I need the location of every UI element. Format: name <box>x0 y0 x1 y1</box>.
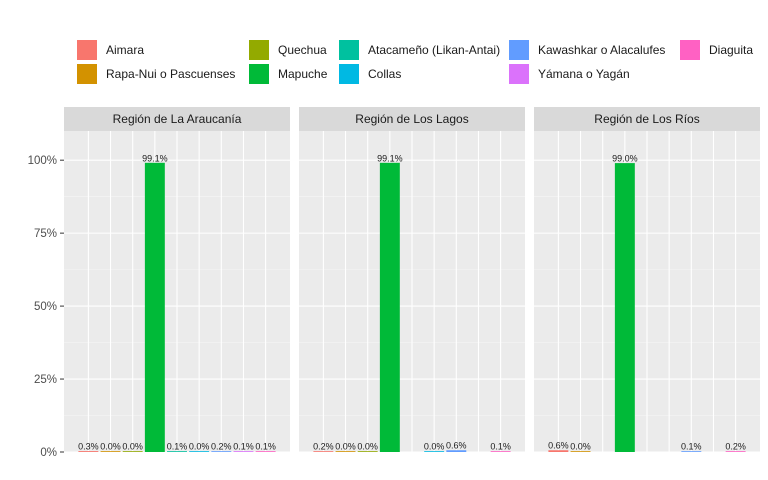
bar <box>357 451 378 452</box>
bar-label: 0.1% <box>167 442 188 452</box>
legend-key <box>680 40 700 60</box>
bar <box>144 162 165 453</box>
legend-key <box>77 40 97 60</box>
bar-label: 0.0% <box>189 442 210 452</box>
legend-key <box>509 40 529 60</box>
bar <box>725 451 746 452</box>
facet-title: Región de Los Ríos <box>594 112 699 126</box>
bar <box>211 451 232 452</box>
y-tick-label: 0% <box>40 447 57 459</box>
y-axis: 0% 25% 50% 75% 100% <box>28 155 64 459</box>
bar <box>446 450 467 452</box>
bar-label: 0.1% <box>233 442 254 452</box>
bar-label: 0.2% <box>725 442 746 452</box>
legend-label: Yámana o Yagán <box>538 67 630 81</box>
y-tick-label: 50% <box>34 301 57 313</box>
legend-key <box>249 40 269 60</box>
bar <box>379 162 400 453</box>
bar <box>335 451 356 452</box>
bar-label: 99.1% <box>377 153 403 163</box>
bar-label: 0.0% <box>570 442 591 452</box>
bar-label: 0.1% <box>490 442 511 452</box>
bar-label: 99.1% <box>142 153 168 163</box>
legend-key <box>339 40 359 60</box>
bar-label: 0.0% <box>424 442 445 452</box>
facet-strip <box>534 107 760 131</box>
bar <box>255 451 276 452</box>
legend-label: Collas <box>368 67 401 81</box>
legend-key <box>249 64 269 84</box>
bar-label: 0.6% <box>446 441 467 451</box>
legend-label: Quechua <box>278 43 327 57</box>
bar <box>233 451 254 452</box>
legend-label: Mapuche <box>278 67 328 81</box>
bar <box>570 451 591 452</box>
bar-label: 0.0% <box>100 442 121 452</box>
y-tick-label: 75% <box>34 228 57 240</box>
bar <box>78 451 99 452</box>
bar <box>100 451 121 452</box>
bar-label: 0.1% <box>255 442 276 452</box>
bar <box>614 163 635 452</box>
panel: Región de Los Ríos 0.6% 0.0% 99.0% 0.1% 0.2% <box>534 107 760 453</box>
y-tick-label: 25% <box>34 374 57 386</box>
bar-label: 0.2% <box>313 442 334 452</box>
bar-label: 0.0% <box>335 442 356 452</box>
bar <box>122 451 143 452</box>
bar <box>313 451 334 452</box>
bar <box>490 451 511 452</box>
bar <box>681 451 702 452</box>
legend-label: Rapa-Nui o Pascuenses <box>106 67 235 81</box>
bar-label: 99.0% <box>612 154 638 164</box>
legend-label: Atacameño (Likan-Antai) <box>368 43 500 57</box>
facet-strip <box>64 107 290 131</box>
facet-title: Región de La Araucanía <box>113 112 242 126</box>
legend-label: Aimara <box>106 43 144 57</box>
bar-label: 0.0% <box>357 442 378 452</box>
bar <box>167 451 187 452</box>
bar-label: 0.2% <box>211 442 232 452</box>
legend-key <box>339 64 359 84</box>
bar-label: 0.1% <box>681 442 702 452</box>
bar-label: 0.3% <box>78 442 99 452</box>
bar-label: 0.6% <box>548 441 569 451</box>
bar <box>548 450 569 452</box>
legend-label: Diaguita <box>709 43 753 57</box>
bar <box>189 451 210 452</box>
legend-key <box>77 64 97 84</box>
bar <box>424 451 445 452</box>
facet-title: Región de Los Lagos <box>355 112 468 126</box>
legend-key <box>509 64 529 84</box>
legend-label: Kawashkar o Alacalufes <box>538 43 665 57</box>
facet-strip <box>299 107 525 131</box>
bar-label: 0.0% <box>122 442 143 452</box>
legend: Aimara Rapa-Nui o Pascuenses Quechua Mapuch… <box>77 40 753 84</box>
y-tick-label: 100% <box>28 155 57 167</box>
